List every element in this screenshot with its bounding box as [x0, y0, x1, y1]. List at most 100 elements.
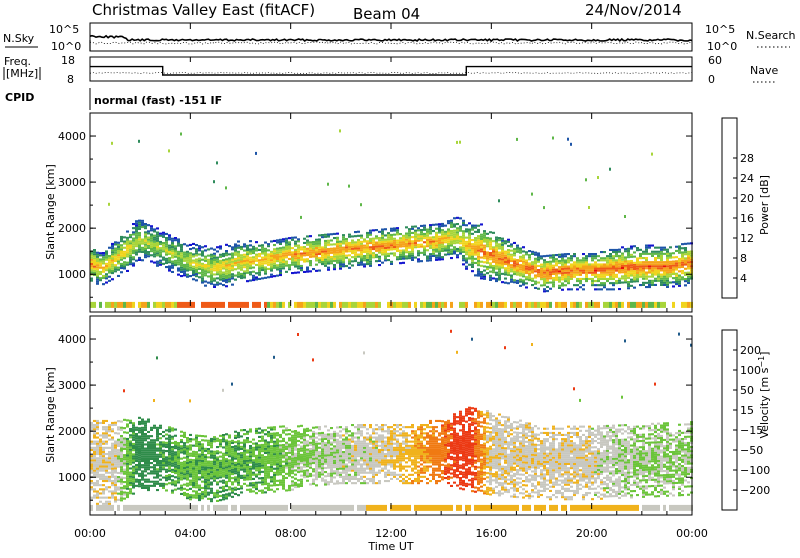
velocity-cell [210, 469, 213, 471]
velocity-cell [123, 419, 126, 421]
velocity-cell [153, 505, 156, 511]
velocity-cell [240, 448, 243, 450]
power-cell [327, 302, 330, 308]
power-cell [399, 237, 402, 239]
power-cell [519, 250, 522, 252]
power-cell [399, 243, 402, 245]
power-cell [141, 247, 144, 249]
velocity-cell [318, 465, 321, 467]
power-cell [255, 247, 258, 249]
power-cell [234, 264, 237, 266]
power-cell [105, 250, 108, 252]
velocity-cell [210, 450, 213, 452]
velocity-cell [180, 472, 183, 474]
power-cell [216, 263, 219, 265]
power-cell [168, 149, 170, 152]
power-cell [297, 257, 300, 259]
power-cell [306, 240, 309, 242]
velocity-cell [261, 471, 264, 473]
velocity-cell [246, 464, 249, 466]
power-cell [504, 242, 507, 244]
velocity-cell [231, 473, 234, 475]
power-cell [468, 237, 471, 239]
power-cell [363, 259, 366, 261]
power-cell [489, 264, 492, 266]
power-cell [399, 246, 402, 248]
velocity-cell [309, 467, 312, 469]
velocity-cell [156, 483, 159, 485]
power-cell [504, 259, 507, 261]
power-cell [276, 250, 279, 252]
power-cell [105, 257, 108, 259]
power-cell [180, 246, 183, 248]
velocity-cell [267, 450, 270, 452]
velocity-cell [210, 467, 213, 469]
power-cell [432, 249, 435, 251]
velocity-cell [252, 443, 255, 445]
power-cell [243, 272, 246, 274]
power-cell [510, 246, 513, 248]
power-cell [564, 268, 567, 270]
velocity-cell [114, 492, 117, 494]
velocity-cell [252, 490, 255, 492]
power-cell [324, 244, 327, 246]
power-cell [273, 254, 276, 256]
power-cell [471, 251, 474, 253]
velocity-cell [147, 421, 150, 423]
velocity-cell [264, 450, 267, 452]
power-cell [222, 259, 225, 261]
power-cell [441, 240, 444, 242]
power-cell [210, 258, 213, 260]
power-cell [270, 255, 273, 257]
power-cell [144, 302, 147, 308]
velocity-cell [303, 447, 306, 449]
power-cell [522, 275, 525, 277]
velocity-cell [228, 463, 231, 465]
velocity-cell [117, 457, 120, 459]
power-cell [507, 272, 510, 274]
velocity-cell [216, 492, 219, 494]
velocity-cell [201, 458, 204, 460]
power-cell [135, 253, 138, 255]
power-cell [261, 265, 264, 267]
power-cell [564, 264, 567, 266]
power-cell [543, 276, 546, 278]
velocity-cell [270, 449, 273, 451]
power-cell [666, 253, 669, 255]
power-cell [471, 260, 474, 262]
velocity-cell [237, 457, 240, 459]
power-cell [306, 252, 309, 254]
power-cell [669, 273, 672, 275]
power-cell [567, 272, 570, 274]
velocity-cell [111, 437, 114, 439]
power-cell [489, 256, 492, 258]
velocity-cell [267, 443, 270, 445]
velocity-cell [96, 495, 99, 497]
velocity-cell [204, 481, 207, 483]
velocity-cell [120, 443, 123, 445]
power-cell [645, 263, 648, 265]
power-cell [603, 251, 606, 253]
power-cell [489, 231, 492, 233]
power-cell [234, 243, 237, 245]
power-cell [189, 267, 192, 269]
velocity-cell [186, 447, 189, 449]
velocity-cell [93, 451, 96, 453]
velocity-cell [153, 458, 156, 460]
velocity-cell [318, 476, 321, 478]
power-cell [225, 277, 228, 279]
power-cell [249, 253, 252, 255]
power-cell [588, 268, 591, 270]
power-cell [486, 302, 489, 308]
power-cell [285, 246, 288, 248]
power-cell [249, 240, 252, 242]
velocity-cell [108, 476, 111, 478]
velocity-cell [123, 473, 126, 475]
power-cell [516, 251, 519, 253]
velocity-cell [246, 474, 249, 476]
power-cell [648, 261, 651, 263]
power-cell [318, 245, 321, 247]
power-cell [105, 267, 108, 269]
power-cell [543, 261, 546, 263]
power-cell [498, 247, 501, 249]
